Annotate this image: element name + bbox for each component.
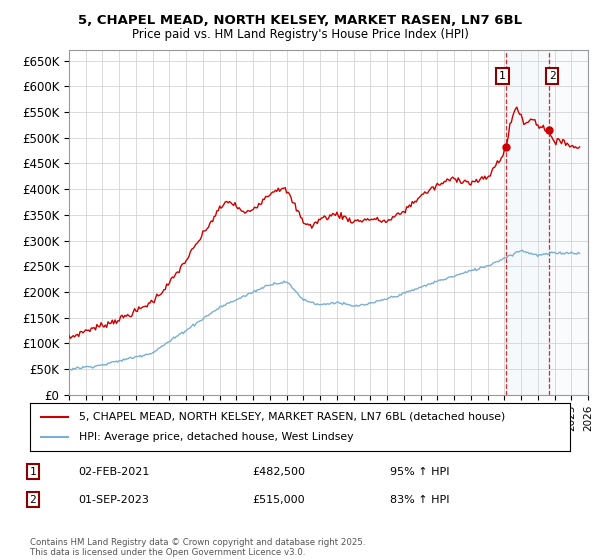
Text: 2: 2 [29, 494, 37, 505]
Text: Price paid vs. HM Land Registry's House Price Index (HPI): Price paid vs. HM Land Registry's House … [131, 28, 469, 41]
Bar [549, 50, 588, 395]
Text: 2: 2 [549, 71, 556, 81]
Text: HPI: Average price, detached house, West Lindsey: HPI: Average price, detached house, West… [79, 432, 353, 442]
Text: 1: 1 [499, 71, 506, 81]
Bar [506, 50, 549, 395]
Text: 83% ↑ HPI: 83% ↑ HPI [390, 494, 449, 505]
Text: 01-SEP-2023: 01-SEP-2023 [78, 494, 149, 505]
Text: 5, CHAPEL MEAD, NORTH KELSEY, MARKET RASEN, LN7 6BL (detached house): 5, CHAPEL MEAD, NORTH KELSEY, MARKET RAS… [79, 412, 505, 422]
Text: 02-FEB-2021: 02-FEB-2021 [78, 466, 149, 477]
Text: 95% ↑ HPI: 95% ↑ HPI [390, 466, 449, 477]
Text: £515,000: £515,000 [252, 494, 305, 505]
Text: Contains HM Land Registry data © Crown copyright and database right 2025.
This d: Contains HM Land Registry data © Crown c… [30, 538, 365, 557]
Text: 1: 1 [29, 466, 37, 477]
Text: 5, CHAPEL MEAD, NORTH KELSEY, MARKET RASEN, LN7 6BL: 5, CHAPEL MEAD, NORTH KELSEY, MARKET RAS… [78, 14, 522, 27]
Text: £482,500: £482,500 [252, 466, 305, 477]
